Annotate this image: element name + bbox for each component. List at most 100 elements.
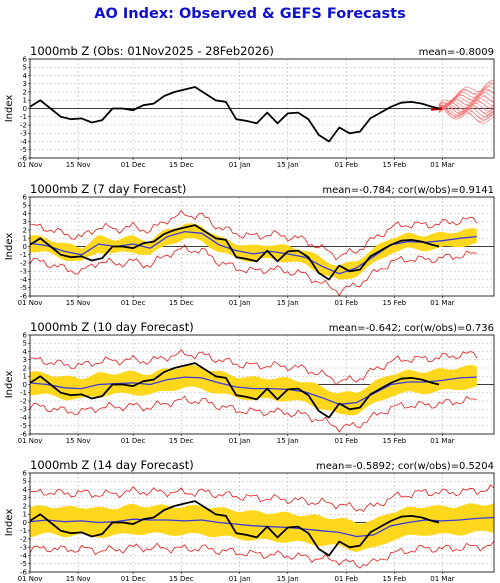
y-tick-label: 6 — [23, 193, 28, 201]
y-tick-label: -6 — [20, 292, 28, 300]
x-tick-label: 01 Feb — [334, 161, 358, 169]
x-tick-label: 01 Nov — [18, 161, 43, 169]
y-tick-label: -2 — [20, 397, 27, 405]
x-tick-label: 01 Jan — [229, 299, 251, 307]
y-tick-label: 1 — [23, 97, 27, 105]
x-tick-label: 15 Jan — [277, 575, 299, 583]
x-tick-label: 01 Dec — [121, 299, 146, 307]
ensemble-mean-line — [30, 376, 477, 405]
y-tick-label: -1 — [20, 113, 27, 121]
x-tick-label: 15 Feb — [383, 575, 407, 583]
x-tick-label: 01 Jan — [229, 161, 251, 169]
x-tick-label: 01 Mar — [430, 299, 454, 307]
x-tick-label: 15 Dec — [169, 437, 194, 445]
y-axis-label: Index — [4, 509, 15, 537]
y-tick-label: 4 — [23, 210, 28, 218]
y-tick-label: -1 — [20, 251, 27, 259]
lower-extreme-line — [30, 244, 477, 296]
observed-line — [30, 362, 440, 419]
forecast-member-line — [438, 92, 494, 111]
forecast-member-line — [438, 104, 494, 124]
y-tick-label: -1 — [20, 527, 27, 535]
y-tick-label: -6 — [20, 154, 28, 162]
y-tick-label: 4 — [23, 72, 28, 80]
panel-4: 1000mb Z (14 day Forecast) mean=-0.5892; … — [4, 458, 495, 583]
x-tick-label: 15 Nov — [66, 299, 91, 307]
plot-area — [30, 79, 494, 143]
forecast-start-marker — [430, 107, 443, 111]
x-tick-label: 01 Dec — [121, 161, 146, 169]
y-tick-label: 3 — [23, 80, 27, 88]
forecast-member-line — [438, 104, 494, 114]
y-tick-label: 0 — [23, 519, 27, 527]
x-tick-label: 15 Feb — [383, 161, 407, 169]
spread-band — [30, 223, 477, 280]
y-tick-label: -1 — [20, 389, 27, 397]
y-tick-label: -3 — [20, 406, 27, 414]
y-tick-label: 5 — [23, 478, 27, 486]
panel-title: 1000mb Z (10 day Forecast) — [30, 320, 194, 334]
y-tick-label: -4 — [20, 552, 28, 560]
lower-extreme-line — [30, 540, 494, 569]
y-tick-label: -5 — [20, 146, 27, 154]
y-tick-label: 0 — [23, 105, 27, 113]
panel-title: 1000mb Z (14 day Forecast) — [30, 458, 194, 472]
x-tick-label: 15 Jan — [277, 437, 299, 445]
y-tick-label: 2 — [23, 502, 27, 510]
y-tick-label: 1 — [23, 511, 27, 519]
y-tick-label: -2 — [20, 535, 27, 543]
plot-area — [30, 209, 478, 296]
y-tick-label: 0 — [23, 243, 27, 251]
y-tick-label: -2 — [20, 259, 27, 267]
observed-line — [30, 500, 440, 557]
x-tick-label: 15 Dec — [169, 575, 194, 583]
y-tick-label: -2 — [20, 121, 27, 129]
y-tick-label: -5 — [20, 284, 27, 292]
forecast-member-line — [438, 105, 494, 117]
observed-line — [30, 86, 440, 143]
page-title: AO Index: Observed & GEFS Forecasts — [94, 6, 406, 22]
x-tick-label: 15 Feb — [383, 299, 407, 307]
y-tick-label: 5 — [23, 202, 27, 210]
y-tick-label: 6 — [23, 55, 28, 63]
forecast-member-line — [438, 104, 494, 119]
y-tick-label: 5 — [23, 64, 27, 72]
x-tick-label: 15 Nov — [66, 575, 91, 583]
panel-3: 1000mb Z (10 day Forecast) mean=-0.642; c… — [4, 320, 495, 445]
y-tick-label: 3 — [23, 356, 27, 364]
y-tick-label: 3 — [23, 494, 27, 502]
y-tick-label: 6 — [23, 331, 28, 339]
x-tick-label: 01 Nov — [18, 575, 43, 583]
x-tick-label: 01 Feb — [334, 575, 358, 583]
forecast-member-line — [438, 79, 494, 105]
x-tick-label: 01 Dec — [121, 575, 146, 583]
y-tick-label: -4 — [20, 414, 28, 422]
plot-area — [30, 349, 478, 433]
x-tick-label: 01 Nov — [18, 437, 43, 445]
y-tick-label: -4 — [20, 276, 28, 284]
y-tick-label: -4 — [20, 138, 28, 146]
y-tick-label: -5 — [20, 560, 27, 568]
y-axis-label: Index — [4, 233, 15, 261]
y-tick-label: -3 — [20, 268, 27, 276]
panel-2: 1000mb Z (7 day Forecast) mean=-0.784; co… — [4, 182, 495, 307]
x-tick-label: 15 Jan — [277, 299, 299, 307]
y-tick-label: 3 — [23, 218, 27, 226]
panel-stat: mean=-0.642; cor(w/obs)=0.736 — [329, 323, 494, 334]
upper-extreme-line — [30, 484, 494, 512]
y-tick-label: 1 — [23, 235, 27, 243]
y-tick-label: 0 — [23, 381, 27, 389]
y-tick-label: -3 — [20, 130, 27, 138]
x-tick-label: 15 Nov — [66, 161, 91, 169]
x-tick-label: 01 Feb — [334, 299, 358, 307]
x-tick-label: 01 Mar — [430, 161, 454, 169]
x-tick-label: 15 Dec — [169, 299, 194, 307]
y-axis-label: Index — [4, 371, 15, 399]
upper-extreme-line — [30, 209, 478, 261]
x-tick-label: 15 Feb — [383, 437, 407, 445]
x-tick-label: 15 Jan — [277, 161, 299, 169]
x-tick-label: 01 Jan — [229, 437, 251, 445]
x-tick-label: 01 Nov — [18, 299, 43, 307]
panel-title: 1000mb Z (7 day Forecast) — [30, 182, 186, 196]
